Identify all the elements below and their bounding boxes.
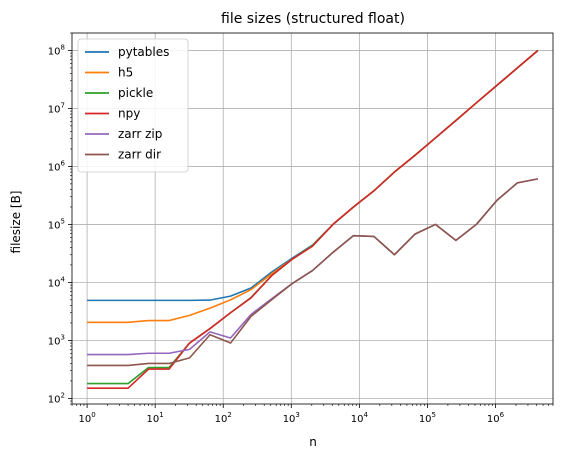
x-tick-label: 106 xyxy=(487,411,505,425)
y-tick-label: 105 xyxy=(48,217,65,231)
y-axis-label: filesize [B] xyxy=(9,191,23,254)
legend: pytables h5 pickle npy zarr zip zarr dir xyxy=(77,38,189,173)
x-tick-label: 102 xyxy=(215,411,232,425)
legend-label-zarr-zip: zarr zip xyxy=(118,127,162,141)
y-tick-label: 104 xyxy=(48,275,66,289)
legend-label-zarr-dir: zarr dir xyxy=(118,148,161,162)
y-tick-label: 106 xyxy=(48,159,66,173)
series-lines xyxy=(87,49,539,389)
y-tick-label: 103 xyxy=(48,333,65,347)
series-line-npy xyxy=(87,49,539,389)
x-tick-label: 105 xyxy=(419,411,436,425)
y-tick-label: 102 xyxy=(48,391,65,405)
chart-title: file sizes (structured float) xyxy=(221,11,405,27)
legend-label-h5: h5 xyxy=(118,66,133,80)
legend-label-pytables: pytables xyxy=(118,45,169,59)
x-tick-label: 100 xyxy=(78,411,95,425)
x-tick-label: 104 xyxy=(351,411,369,425)
y-tick-label: 107 xyxy=(48,101,65,115)
plot-frame xyxy=(71,32,554,405)
x-tick-label: 101 xyxy=(147,411,164,425)
grid xyxy=(72,33,553,404)
ticks: 100 101 102 103 104 105 106 102 103 104 105 106 107 1… xyxy=(48,32,554,425)
x-tick-label: 103 xyxy=(283,411,300,425)
legend-label-npy: npy xyxy=(118,107,140,121)
y-tick-label: 108 xyxy=(48,43,65,57)
series-line-zarr-dir xyxy=(87,178,539,367)
legend-label-pickle: pickle xyxy=(118,86,153,100)
x-axis-label: n xyxy=(309,435,317,449)
